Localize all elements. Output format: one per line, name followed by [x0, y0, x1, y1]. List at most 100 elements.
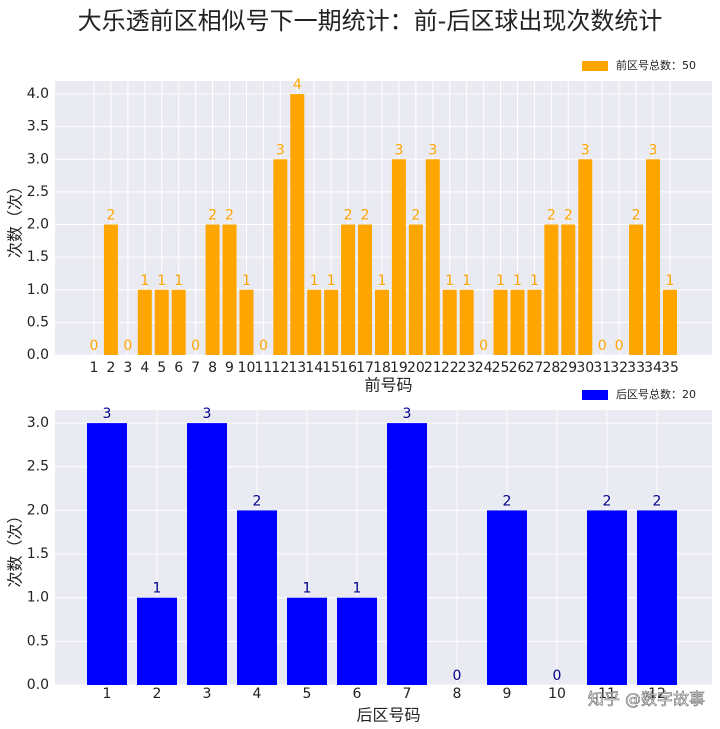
bar: [629, 224, 644, 355]
data-label: 1: [378, 273, 387, 289]
y-tick-label: 0.0: [27, 677, 49, 693]
bar: [527, 289, 542, 355]
data-label: 0: [453, 668, 462, 684]
x-tick-label: 4: [140, 360, 149, 376]
y-tick-label: 1.0: [27, 282, 49, 298]
x-tick-label: 5: [303, 686, 312, 702]
y-tick-label: 1.5: [27, 546, 49, 562]
x-tick-label: 17: [356, 360, 374, 376]
data-label: 1: [140, 273, 149, 289]
x-tick-label: 7: [191, 360, 200, 376]
data-label: 1: [462, 273, 471, 289]
y-tick-label: 4.0: [27, 86, 49, 102]
bar: [358, 224, 373, 355]
data-label: 2: [653, 493, 662, 509]
data-label: 1: [327, 273, 336, 289]
bar: [374, 289, 389, 355]
x-tick-label: 21: [424, 360, 442, 376]
bar: [239, 289, 254, 355]
x-axis-label: 前号码: [364, 376, 412, 395]
data-label: 4: [293, 77, 302, 93]
x-tick-label: 8: [208, 360, 217, 376]
y-tick-label: 3.5: [27, 119, 49, 135]
data-label: 1: [353, 581, 362, 597]
bar: [171, 289, 186, 355]
legend-label: 后区号总数：20: [616, 387, 696, 401]
bar: [290, 94, 305, 356]
data-label: 0: [259, 338, 268, 354]
bar: [391, 159, 406, 355]
x-tick-label: 5: [157, 360, 166, 376]
y-tick-label: 0.5: [27, 633, 49, 649]
bar: [237, 510, 277, 685]
bar: [387, 423, 427, 685]
bar: [510, 289, 525, 355]
x-tick-label: 24: [475, 360, 493, 376]
bar: [662, 289, 677, 355]
data-label: 1: [665, 273, 674, 289]
data-label: 2: [564, 208, 573, 224]
legend-swatch: [582, 61, 608, 71]
bar: [187, 423, 227, 685]
legend-label: 前区号总数：50: [616, 58, 696, 72]
bar: [487, 510, 527, 685]
data-label: 0: [90, 338, 99, 354]
x-tick-label: 13: [288, 360, 306, 376]
y-tick-label: 2.0: [27, 502, 49, 518]
watermark: 知乎 @数字故事: [588, 690, 705, 709]
x-tick-label: 11: [598, 686, 616, 702]
x-tick-label: 1: [90, 360, 99, 376]
bar: [222, 224, 237, 355]
y-tick-label: 2.5: [27, 459, 49, 475]
x-tick-label: 29: [559, 360, 577, 376]
data-label: 0: [191, 338, 200, 354]
y-axis-label: 次数（次）: [6, 178, 25, 258]
data-label: 2: [632, 208, 641, 224]
x-axis-label: 后区号码: [356, 706, 420, 725]
data-label: 1: [530, 273, 539, 289]
y-axis-label: 次数（次）: [6, 507, 25, 587]
x-tick-label: 19: [390, 360, 408, 376]
data-label: 2: [106, 208, 115, 224]
bar: [307, 289, 322, 355]
x-tick-label: 15: [322, 360, 340, 376]
bar: [287, 597, 327, 685]
x-tick-label: 14: [305, 360, 323, 376]
x-tick-label: 6: [353, 686, 362, 702]
data-label: 1: [174, 273, 183, 289]
x-tick-label: 2: [106, 360, 115, 376]
data-label: 3: [649, 142, 658, 158]
bar: [459, 289, 474, 355]
y-tick-label: 0.0: [27, 347, 49, 363]
bar: [273, 159, 288, 355]
x-tick-label: 23: [458, 360, 476, 376]
data-label: 2: [547, 208, 556, 224]
y-tick-label: 2.0: [27, 217, 49, 233]
data-label: 0: [479, 338, 488, 354]
x-tick-label: 30: [576, 360, 594, 376]
y-tick-label: 1.5: [27, 249, 49, 265]
data-label: 2: [411, 208, 420, 224]
bar: [205, 224, 220, 355]
data-label: 3: [428, 142, 437, 158]
x-tick-label: 28: [542, 360, 560, 376]
x-tick-label: 32: [610, 360, 628, 376]
bar: [561, 224, 576, 355]
bar: [587, 510, 627, 685]
bar: [87, 423, 127, 685]
x-tick-label: 3: [203, 686, 212, 702]
bar: [646, 159, 661, 355]
y-tick-label: 3.0: [27, 415, 49, 431]
x-tick-label: 25: [492, 360, 510, 376]
data-label: 3: [394, 142, 403, 158]
x-tick-label: 9: [503, 686, 512, 702]
bar: [137, 289, 152, 355]
bar: [493, 289, 508, 355]
y-tick-label: 1.0: [27, 590, 49, 606]
x-tick-label: 10: [548, 686, 566, 702]
x-tick-label: 27: [526, 360, 544, 376]
bar: [578, 159, 593, 355]
data-label: 1: [153, 581, 162, 597]
data-label: 2: [603, 493, 612, 509]
data-label: 1: [445, 273, 454, 289]
